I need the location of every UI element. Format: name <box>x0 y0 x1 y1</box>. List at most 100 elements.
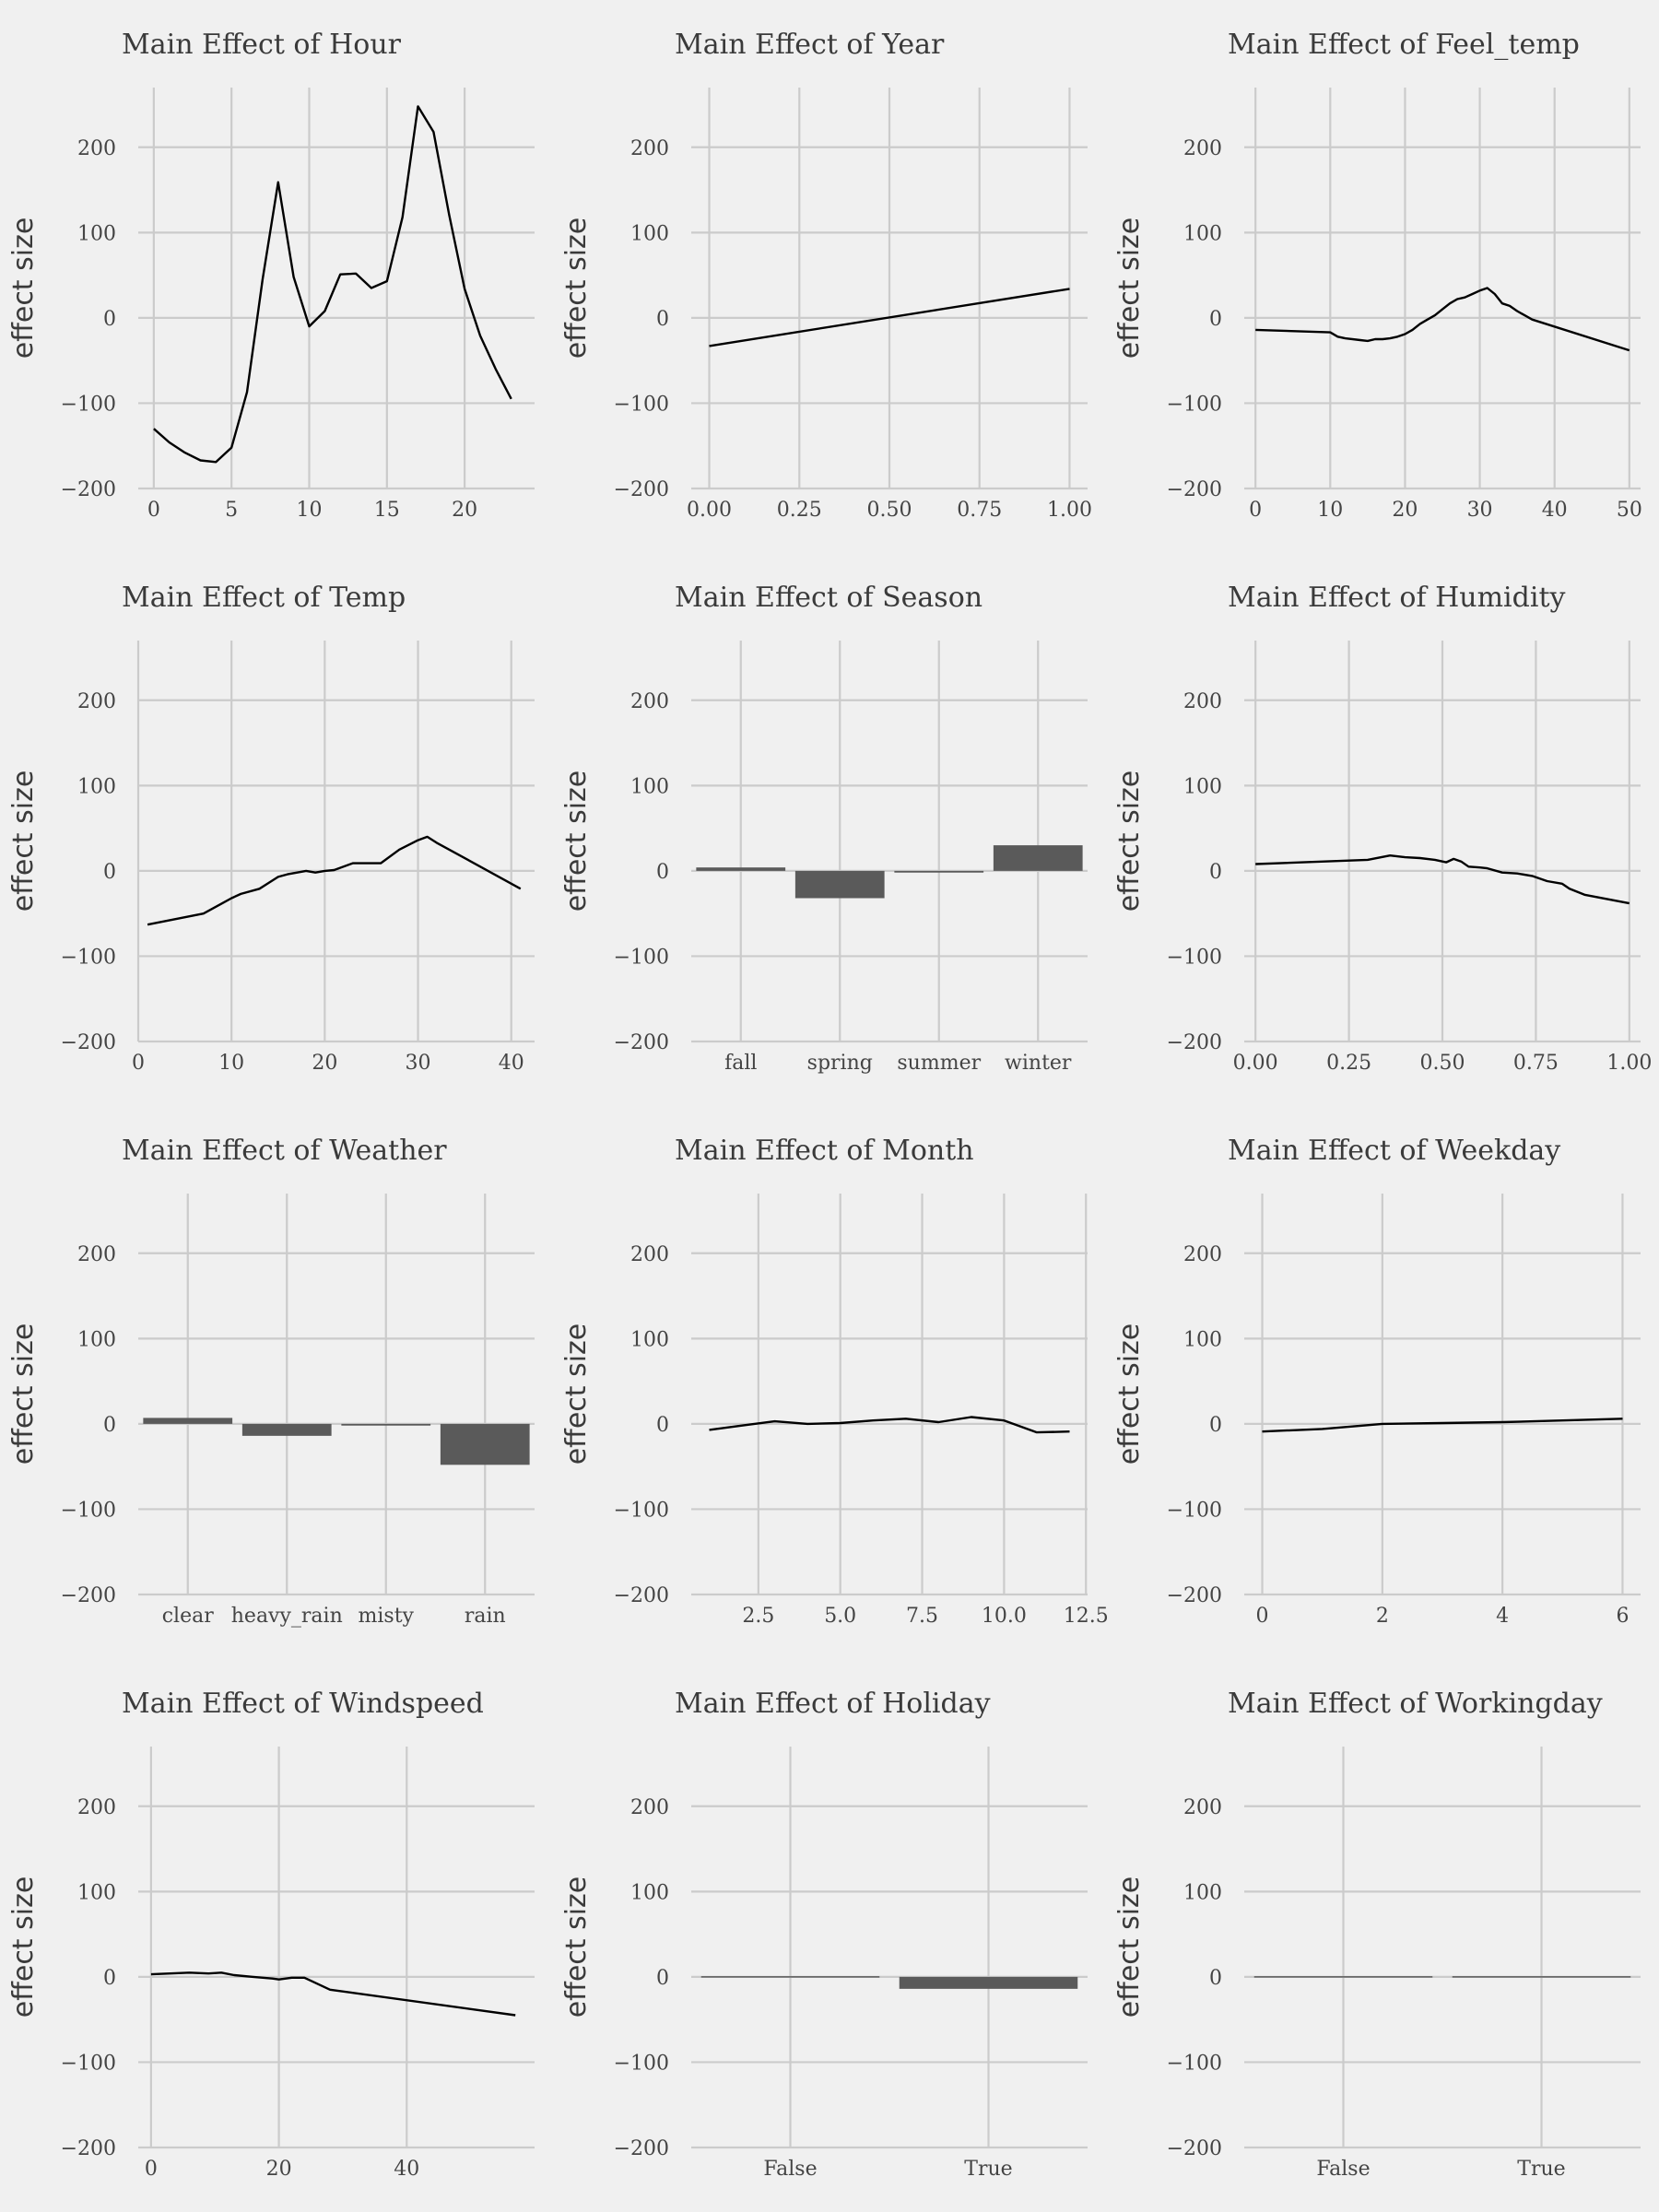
chart-7-title: Main Effect of Month <box>675 1135 974 1167</box>
chart-3-title: Main Effect of Temp <box>122 582 406 614</box>
chart-7-ytick-label: −200 <box>614 1584 669 1607</box>
chart-2-ytick-label: 100 <box>1183 222 1222 245</box>
chart-11: Main Effect of Workingday effect size −200… <box>1113 1688 1641 2181</box>
chart-7-ytick-label: 200 <box>630 1243 669 1266</box>
chart-0-ylabel: effect size <box>7 218 40 359</box>
chart-11-bar-False <box>1253 1976 1433 1978</box>
chart-10-title: Main Effect of Holiday <box>675 1688 991 1720</box>
chart-5-ytick-label: −200 <box>1167 1031 1222 1054</box>
chart-9-series-line <box>150 1971 516 2017</box>
chart-4-ytick-label: 200 <box>630 690 669 713</box>
chart-0-title: Main Effect of Hour <box>122 29 402 61</box>
chart-3-xtick-label: 40 <box>499 1052 524 1075</box>
chart-3-xtick-label: 20 <box>312 1052 337 1075</box>
chart-5-ytick-label: −100 <box>1167 946 1222 969</box>
chart-5-xtick-label: 0.75 <box>1513 1052 1559 1075</box>
chart-9-xtick-label: 20 <box>266 2158 292 2181</box>
chart-9-xtick-label: 0 <box>145 2158 158 2181</box>
chart-4-xtick-label: spring <box>807 1052 873 1075</box>
chart-4-ylabel: effect size <box>560 771 593 912</box>
chart-5-ytick-label: 200 <box>1183 690 1222 713</box>
chart-3: Main Effect of Temp effect size −200 −100 0 1… <box>7 582 535 1075</box>
chart-10: Main Effect of Holiday effect size −200 −10… <box>560 1688 1088 2181</box>
chart-6-ytick-label: −200 <box>61 1584 116 1607</box>
chart-7-series-line <box>709 1416 1070 1434</box>
chart-10-bar-False <box>700 1976 880 1978</box>
chart-1-xtick-label: 0.50 <box>867 499 912 522</box>
chart-0-ytick-label: 100 <box>77 222 116 245</box>
chart-7-xtick-label: 7.5 <box>906 1605 938 1628</box>
chart-8-ytick-label: −100 <box>1167 1499 1222 1522</box>
chart-6-title: Main Effect of Weather <box>122 1135 447 1167</box>
chart-0-xtick-label: 15 <box>374 499 400 522</box>
chart-6-xtick-label: rain <box>465 1605 506 1628</box>
chart-10-xtick-label: False <box>763 2158 817 2181</box>
chart-11-xtick-label: False <box>1316 2158 1370 2181</box>
chart-2-title: Main Effect of Feel_temp <box>1228 29 1580 61</box>
chart-10-ylabel: effect size <box>560 1877 593 2018</box>
chart-7-xtick-label: 12.5 <box>1064 1605 1109 1628</box>
chart-9-xtick-label: 40 <box>394 2158 419 2181</box>
chart-5-xtick-label: 0.25 <box>1326 1052 1371 1075</box>
chart-4-ytick-label: 0 <box>656 861 669 884</box>
chart-2-ytick-label: −100 <box>1167 393 1222 416</box>
chart-3-xtick-label: 0 <box>132 1052 145 1075</box>
chart-10-xtick-label: True <box>964 2158 1012 2181</box>
chart-7-ylabel: effect size <box>560 1324 593 1465</box>
chart-11-ytick-label: −100 <box>1167 2052 1222 2075</box>
chart-2-ylabel: effect size <box>1113 218 1146 359</box>
chart-0-series-line <box>153 105 512 464</box>
chart-1-xtick-label: 0.75 <box>957 499 1002 522</box>
chart-1-ytick-label: 200 <box>630 137 669 160</box>
chart-6-ytick-label: 0 <box>103 1414 116 1437</box>
chart-0: Main Effect of Hour effect size −200 −100 0 1… <box>7 29 535 522</box>
chart-3-ytick-label: −100 <box>61 946 116 969</box>
chart-3-ytick-label: 100 <box>77 775 116 798</box>
chart-4-title: Main Effect of Season <box>675 582 982 614</box>
chart-7-ytick-label: 0 <box>656 1414 669 1437</box>
chart-1-xtick-label: 0.25 <box>777 499 822 522</box>
chart-9-ytick-label: 0 <box>103 1967 116 1990</box>
chart-4-bar-spring <box>794 870 885 899</box>
chart-9-ytick-label: 200 <box>77 1796 116 1819</box>
chart-9-ytick-label: 100 <box>77 1881 116 1904</box>
chart-0-ytick-label: 0 <box>103 308 116 331</box>
chart-8-xtick-label: 0 <box>1256 1605 1269 1628</box>
chart-6: Main Effect of Weather effect size −200 −10… <box>7 1135 535 1628</box>
chart-6-xtick-label: misty <box>359 1605 415 1628</box>
chart-10-ytick-label: −200 <box>614 2137 669 2160</box>
chart-2-xtick-label: 10 <box>1317 499 1343 522</box>
chart-2-xtick-label: 0 <box>1249 499 1262 522</box>
chart-6-bar-heavy_rain <box>241 1423 332 1436</box>
chart-1-ytick-label: −200 <box>614 478 669 501</box>
chart-0-xtick-label: 10 <box>296 499 322 522</box>
chart-9-ytick-label: −200 <box>61 2137 116 2160</box>
chart-11-ytick-label: 0 <box>1209 1967 1222 1990</box>
chart-8-title: Main Effect of Weekday <box>1228 1135 1560 1167</box>
chart-1-series-line <box>709 288 1070 347</box>
chart-4-bar-winter <box>993 845 1083 871</box>
chart-5: Main Effect of Humidity effect size −200 −1… <box>1113 582 1652 1075</box>
chart-6-ytick-label: −100 <box>61 1499 116 1522</box>
chart-4-xtick-label: winter <box>1005 1052 1072 1075</box>
chart-8-xtick-label: 6 <box>1616 1605 1629 1628</box>
chart-8: Main Effect of Weekday effect size −200 −10… <box>1113 1135 1641 1628</box>
chart-9-ylabel: effect size <box>7 1877 40 2018</box>
chart-2-series-line <box>1255 287 1630 352</box>
chart-6-bar-misty <box>341 1423 431 1426</box>
chart-11-ylabel: effect size <box>1113 1877 1146 2018</box>
chart-5-series-line <box>1255 854 1630 905</box>
chart-6-ylabel: effect size <box>7 1324 40 1465</box>
chart-4-bar-summer <box>894 870 984 873</box>
chart-3-ytick-label: −200 <box>61 1031 116 1054</box>
chart-6-ytick-label: 100 <box>77 1328 116 1351</box>
chart-2-xtick-label: 20 <box>1392 499 1418 522</box>
chart-1-xtick-label: 1.00 <box>1047 499 1092 522</box>
chart-4-ytick-label: −100 <box>614 946 669 969</box>
chart-3-xtick-label: 30 <box>406 1052 431 1075</box>
chart-1-ytick-label: 0 <box>656 308 669 331</box>
chart-10-ytick-label: −100 <box>614 2052 669 2075</box>
chart-8-ytick-label: 100 <box>1183 1328 1222 1351</box>
chart-8-xtick-label: 2 <box>1376 1605 1389 1628</box>
